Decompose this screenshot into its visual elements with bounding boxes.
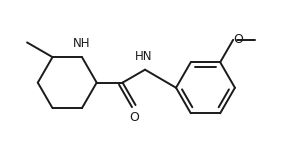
Text: HN: HN	[135, 50, 153, 63]
Text: O: O	[129, 111, 139, 124]
Text: O: O	[233, 33, 243, 46]
Text: NH: NH	[73, 37, 91, 50]
